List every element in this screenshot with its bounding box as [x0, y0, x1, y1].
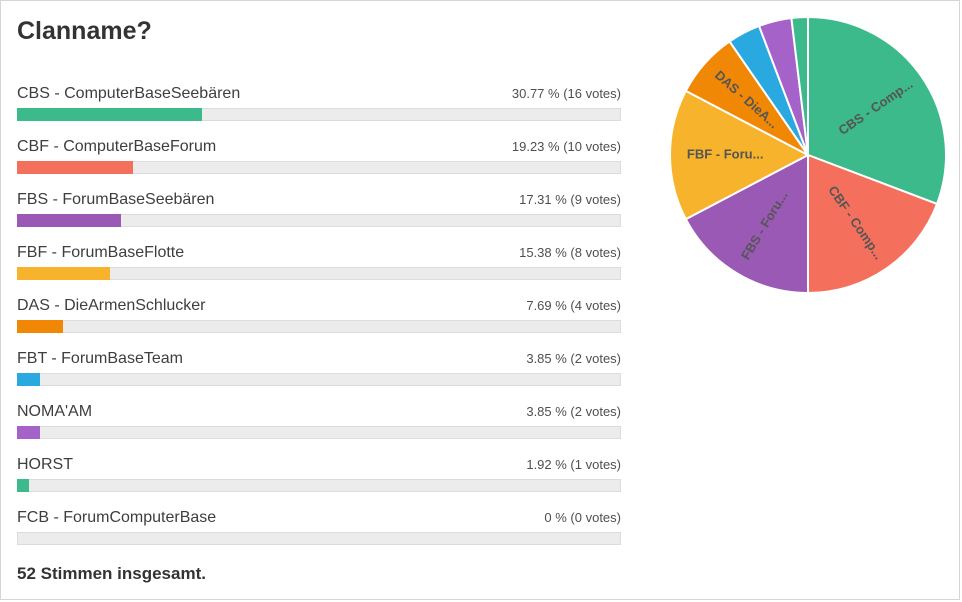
poll-option-label: FBF - ForumBaseFlotte: [17, 244, 185, 261]
poll-option-bar-fill: [17, 108, 203, 121]
poll-option-row: CBS - ComputerBaseSeebären 30.77 % (16 v…: [17, 83, 621, 121]
poll-option-row: CBF - ComputerBaseForum 19.23 % (10 vote…: [17, 136, 621, 174]
poll-option-bar-track: [17, 267, 621, 280]
poll-option-label: NOMA'AM: [17, 403, 93, 420]
poll-option-header: FCB - ForumComputerBase 0 % (0 votes): [17, 507, 621, 529]
poll-option-row: FBF - ForumBaseFlotte 15.38 % (8 votes): [17, 242, 621, 280]
poll-option-label: DAS - DieArmenSchlucker: [17, 297, 206, 314]
poll-option-bar-track: [17, 214, 621, 227]
poll-option-header: HORST 1.92 % (1 votes): [17, 454, 621, 476]
poll-option-bar-fill: [17, 373, 41, 386]
poll-option-label: CBF - ComputerBaseForum: [17, 138, 217, 155]
pie-slice: [684, 153, 809, 295]
poll-option-header: CBF - ComputerBaseForum 19.23 % (10 vote…: [17, 136, 621, 158]
poll-option-label: CBS - ComputerBaseSeebären: [17, 85, 241, 102]
poll-option-stats: 30.77 % (16 votes): [511, 86, 621, 101]
poll-option-stats: 17.31 % (9 votes): [519, 192, 621, 207]
poll-option-label: FBS - ForumBaseSeebären: [17, 191, 215, 208]
poll-option-bar-fill: [17, 320, 64, 333]
poll-option-bar-track: [17, 479, 621, 492]
poll-option-bar-fill: [17, 426, 41, 439]
poll-option-bar-fill: [17, 161, 133, 174]
poll-option-row: FBT - ForumBaseTeam 3.85 % (2 votes): [17, 348, 621, 386]
poll-option-stats: 3.85 % (2 votes): [526, 351, 621, 366]
poll-option-row: HORST 1.92 % (1 votes): [17, 454, 621, 492]
poll-option-stats: 1.92 % (1 votes): [526, 457, 621, 472]
poll-option-bar-fill: [17, 214, 122, 227]
poll-option-stats: 15.38 % (8 votes): [519, 245, 621, 260]
poll-option-label: FCB - ForumComputerBase: [17, 509, 217, 526]
poll-option-row: DAS - DieArmenSchlucker 7.69 % (4 votes): [17, 295, 621, 333]
poll-option-header: FBS - ForumBaseSeebären 17.31 % (9 votes…: [17, 189, 621, 211]
poll-option-bar-fill: [17, 479, 29, 492]
poll-option-row: FCB - ForumComputerBase 0 % (0 votes): [17, 507, 621, 545]
poll-option-bar-track: [17, 373, 621, 386]
poll-pie-chart: CBS - Comp...CBF - Comp...FBS - Foru...F…: [669, 15, 947, 295]
poll-option-stats: 0 % (0 votes): [544, 510, 621, 525]
poll-option-stats: 7.69 % (4 votes): [526, 298, 621, 313]
poll-option-stats: 3.85 % (2 votes): [526, 404, 621, 419]
poll-option-stats: 19.23 % (10 votes): [511, 139, 621, 154]
poll-option-bar-track: [17, 532, 621, 545]
poll-option-bar-fill: [17, 267, 110, 280]
pie-slice: [807, 15, 947, 206]
poll-option-header: DAS - DieArmenSchlucker 7.69 % (4 votes): [17, 295, 621, 317]
poll-options-list: CBS - ComputerBaseSeebären 30.77 % (16 v…: [17, 83, 621, 560]
poll-option-bar-track: [17, 320, 621, 333]
poll-total-votes: 52 Stimmen insgesamt.: [17, 564, 206, 583]
pie-slice: [807, 153, 939, 295]
poll-option-row: NOMA'AM 3.85 % (2 votes): [17, 401, 621, 439]
poll-option-header: NOMA'AM 3.85 % (2 votes): [17, 401, 621, 423]
poll-option-bar-track: [17, 108, 621, 121]
pie-slice: [669, 89, 811, 221]
poll-option-header: CBS - ComputerBaseSeebären 30.77 % (16 v…: [17, 83, 621, 105]
pie-slice-label: FBF - Foru...: [687, 146, 764, 161]
poll-title: Clanname?: [17, 17, 152, 45]
pie-slice: [790, 15, 809, 156]
poll-option-bar-track: [17, 426, 621, 439]
poll-option-bar-track: [17, 161, 621, 174]
poll-option-header: FBT - ForumBaseTeam 3.85 % (2 votes): [17, 348, 621, 370]
poll-option-header: FBF - ForumBaseFlotte 15.38 % (8 votes): [17, 242, 621, 264]
poll-option-label: HORST: [17, 456, 73, 473]
poll-option-row: FBS - ForumBaseSeebären 17.31 % (9 votes…: [17, 189, 621, 227]
poll-option-label: FBT - ForumBaseTeam: [17, 350, 183, 367]
